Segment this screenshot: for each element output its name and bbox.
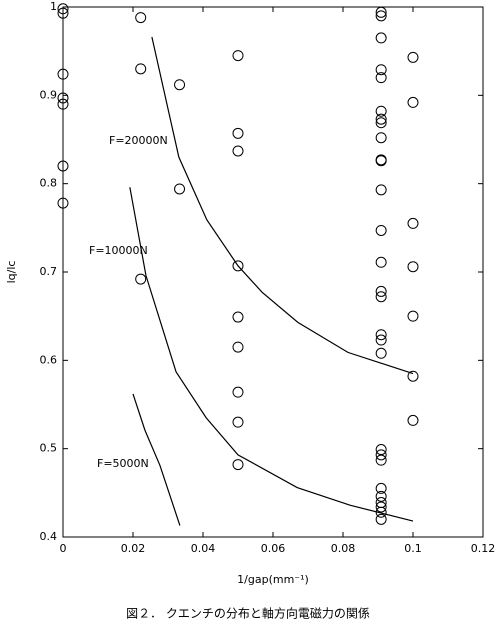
y-tick-label: 0.9 bbox=[40, 88, 58, 101]
data-point bbox=[375, 291, 387, 303]
y-tick-label: 1 bbox=[50, 0, 57, 13]
data-point bbox=[174, 79, 186, 91]
data-point bbox=[375, 501, 387, 513]
data-point bbox=[375, 454, 387, 466]
data-point bbox=[232, 145, 244, 157]
data-point bbox=[57, 68, 69, 80]
y-tick-label: 0.8 bbox=[40, 177, 58, 190]
data-point bbox=[57, 3, 69, 15]
data-point bbox=[407, 96, 419, 108]
x-tick-label: 0.06 bbox=[261, 542, 286, 555]
data-point bbox=[57, 7, 69, 19]
data-point bbox=[375, 256, 387, 268]
y-tick-label: 0.7 bbox=[40, 265, 58, 278]
data-point bbox=[232, 416, 244, 428]
data-point bbox=[375, 497, 387, 509]
data-point bbox=[135, 273, 147, 285]
data-point bbox=[232, 50, 244, 62]
data-point bbox=[232, 459, 244, 471]
y-axis-label: lq/lc bbox=[5, 261, 18, 284]
x-tick-label: 0 bbox=[60, 542, 67, 555]
x-tick-label: 0.1 bbox=[404, 542, 422, 555]
data-point bbox=[375, 184, 387, 196]
data-point bbox=[232, 386, 244, 398]
data-point bbox=[375, 105, 387, 117]
data-point bbox=[375, 444, 387, 456]
data-point bbox=[407, 51, 419, 63]
data-point bbox=[135, 12, 147, 24]
data-point bbox=[232, 341, 244, 353]
data-point bbox=[375, 113, 387, 125]
data-point bbox=[375, 329, 387, 341]
data-point bbox=[174, 183, 186, 195]
data-point bbox=[57, 197, 69, 209]
data-point bbox=[407, 261, 419, 273]
caption: 図２． クエンチの分布と軸方向電磁力の関係 bbox=[126, 606, 370, 621]
data-point bbox=[135, 63, 147, 75]
data-point bbox=[375, 490, 387, 502]
data-point bbox=[375, 155, 387, 167]
data-point bbox=[232, 311, 244, 323]
data-point bbox=[375, 513, 387, 525]
line-label: F=20000N bbox=[109, 134, 168, 147]
data-point bbox=[375, 285, 387, 297]
data-point bbox=[232, 127, 244, 139]
fit-line bbox=[132, 393, 181, 526]
data-point bbox=[375, 482, 387, 494]
data-point bbox=[57, 92, 69, 104]
data-point bbox=[375, 132, 387, 144]
x-axis-label: 1/gap(mm⁻¹) bbox=[237, 573, 309, 586]
data-point bbox=[375, 6, 387, 18]
data-point bbox=[375, 506, 387, 518]
data-point bbox=[407, 370, 419, 382]
data-point bbox=[407, 310, 419, 322]
x-tick-label: 0.04 bbox=[191, 542, 216, 555]
data-point bbox=[375, 449, 387, 461]
fit-line bbox=[151, 36, 414, 375]
data-point bbox=[407, 414, 419, 426]
x-tick-label: 0.12 bbox=[471, 542, 496, 555]
data-point bbox=[375, 117, 387, 129]
data-point bbox=[57, 98, 69, 110]
y-tick-label: 0.6 bbox=[40, 353, 58, 366]
x-tick-label: 0.02 bbox=[121, 542, 146, 555]
data-point bbox=[375, 347, 387, 359]
line-label: F=5000N bbox=[97, 457, 149, 470]
y-tick-label: 0.4 bbox=[40, 530, 58, 543]
data-point bbox=[57, 160, 69, 172]
y-tick-label: 0.5 bbox=[40, 442, 58, 455]
data-point bbox=[375, 224, 387, 236]
data-point bbox=[375, 10, 387, 22]
fit-line bbox=[129, 187, 414, 522]
data-point bbox=[375, 64, 387, 76]
data-point bbox=[375, 32, 387, 44]
data-point bbox=[375, 334, 387, 346]
data-point bbox=[407, 217, 419, 229]
x-tick-label: 0.08 bbox=[331, 542, 356, 555]
data-point bbox=[375, 72, 387, 84]
data-point bbox=[375, 154, 387, 166]
data-point bbox=[232, 260, 244, 272]
line-label: F=10000N bbox=[89, 244, 148, 257]
